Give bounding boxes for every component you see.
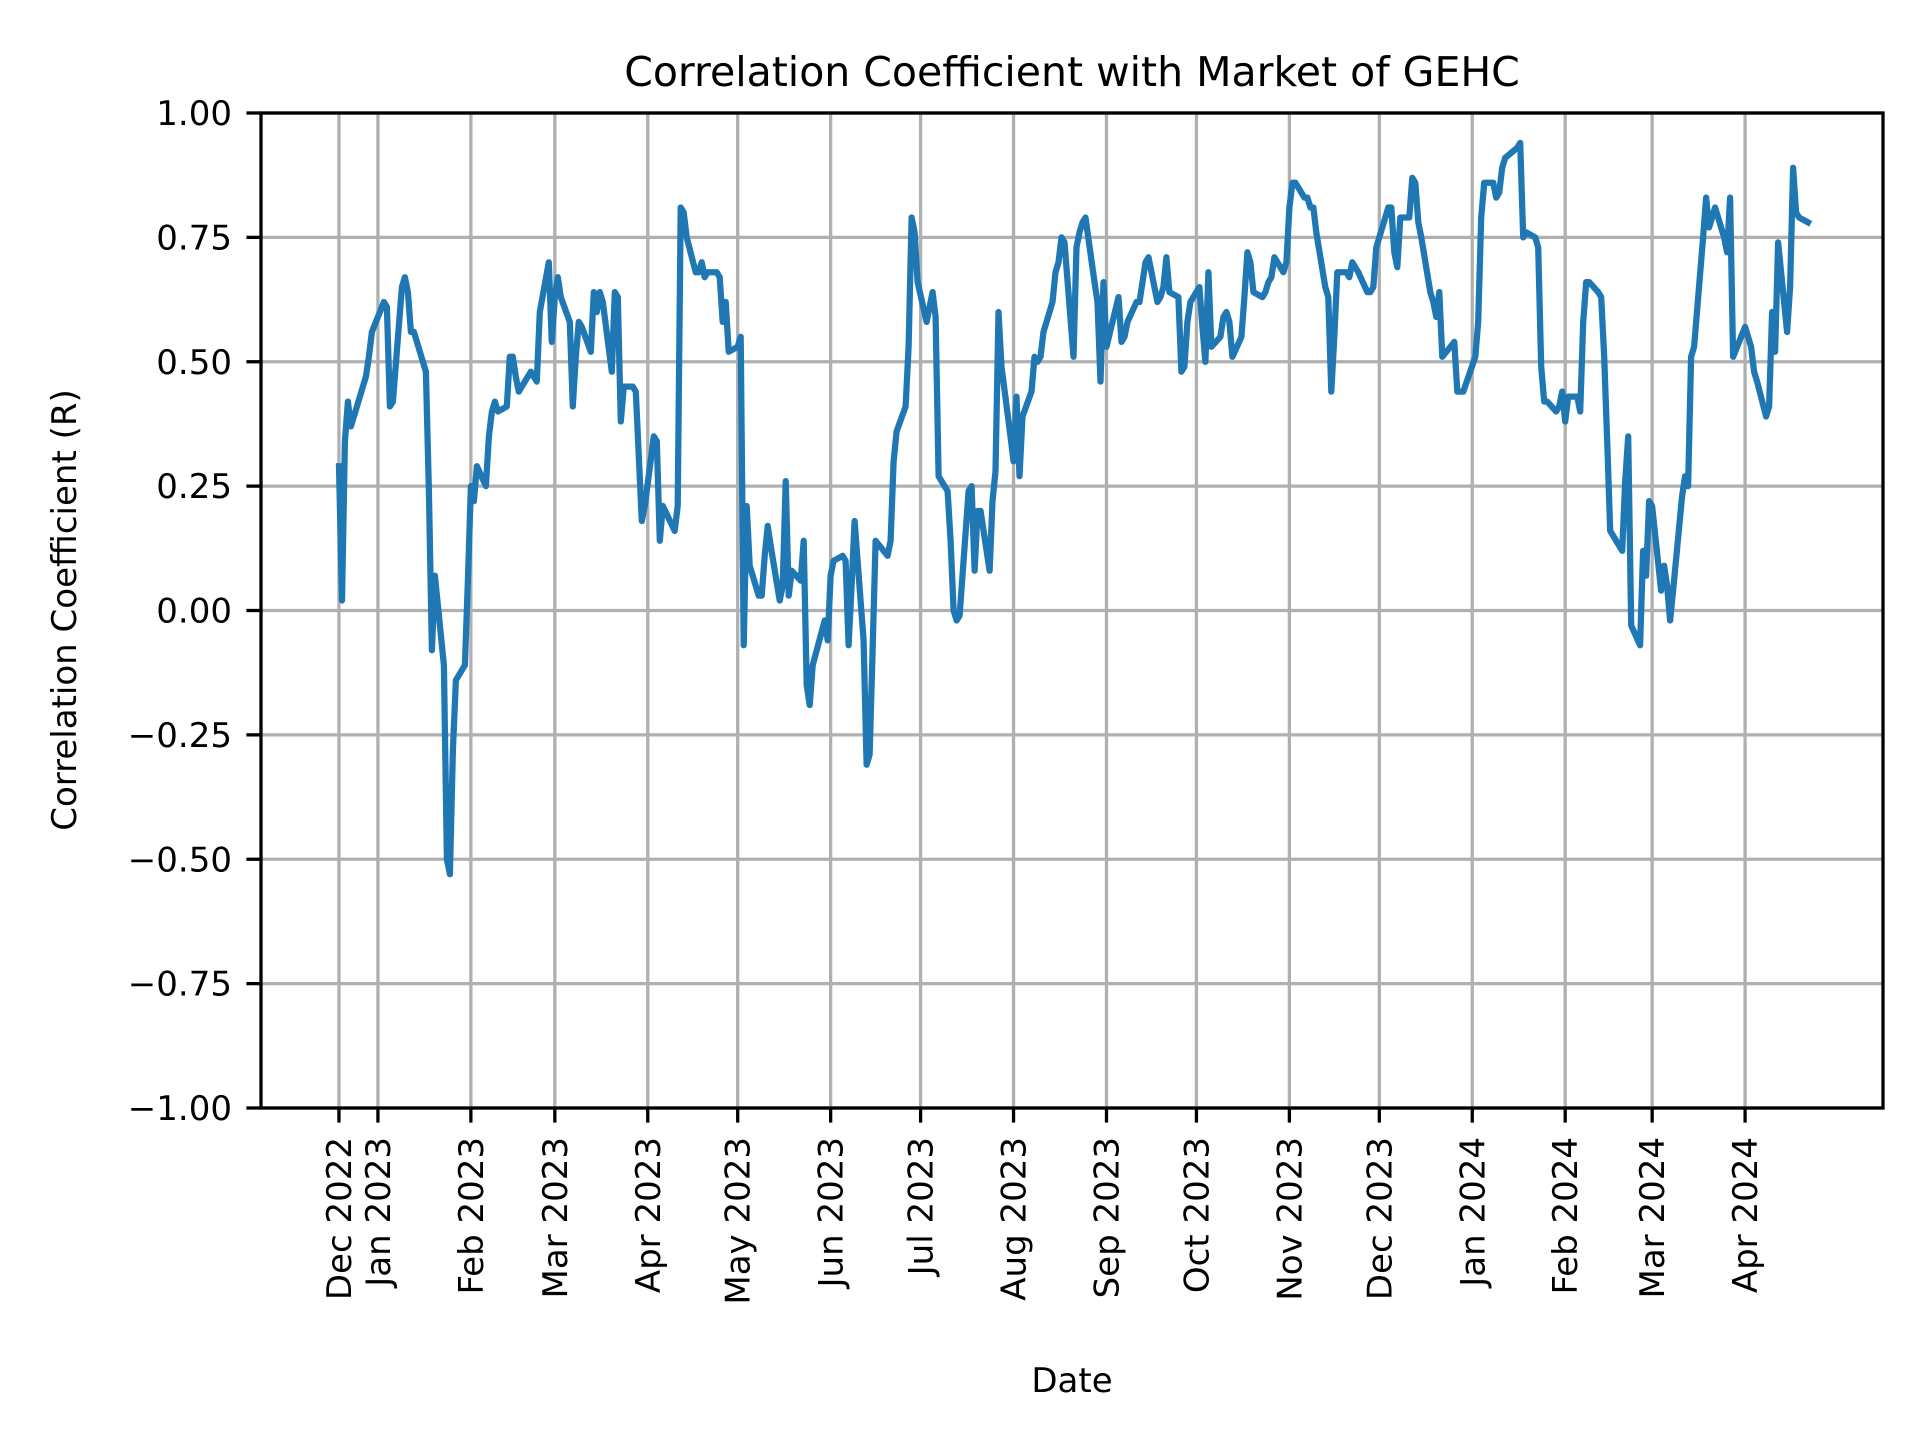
correlation-line	[335, 139, 1813, 878]
x-tick-label: Jun 2023	[812, 1137, 852, 1289]
x-tick-label: Jan 2023	[359, 1137, 399, 1289]
x-tick-label: May 2023	[719, 1137, 759, 1305]
x-tick-label: Mar 2024	[1633, 1137, 1673, 1298]
x-axis-label: Date	[1031, 1361, 1112, 1401]
x-tick-label: Oct 2023	[1177, 1137, 1217, 1293]
x-tick-label: Apr 2023	[629, 1137, 669, 1293]
y-tick-label: −0.25	[128, 716, 232, 756]
y-tick-label: 1.00	[156, 94, 232, 134]
y-tick-label: −0.75	[128, 965, 232, 1005]
x-tick-label: Feb 2023	[452, 1137, 492, 1295]
x-tick-label: Jul 2023	[902, 1137, 942, 1277]
series-layer	[335, 139, 1813, 878]
y-tick-label: −1.00	[128, 1089, 232, 1129]
x-tick-label: Dec 2023	[1360, 1137, 1400, 1300]
x-tick-label: Sep 2023	[1087, 1137, 1127, 1298]
grid	[261, 111, 1883, 1110]
x-tick-label: Feb 2024	[1546, 1137, 1586, 1295]
x-tick-label: Aug 2023	[995, 1137, 1035, 1301]
y-tick-label: 0.50	[156, 343, 232, 383]
y-axis-label: Correlation Coefficient (R)	[45, 389, 85, 831]
x-tick-label: Jan 2024	[1453, 1137, 1493, 1289]
x-tick-label: Dec 2022	[320, 1137, 360, 1300]
y-tick-label: 0.00	[156, 592, 232, 632]
chart-title: Correlation Coefficient with Market of G…	[624, 48, 1520, 96]
y-tick-label: 0.25	[156, 467, 232, 507]
y-tick-label: −0.50	[128, 840, 232, 880]
x-tick-label: Apr 2024	[1726, 1137, 1766, 1293]
y-tick-label: 0.75	[156, 218, 232, 258]
y-axis: 1.00 0.75 0.50 0.25 0.00 −0.25 −0.50 −0.75 −1.00	[128, 94, 261, 1129]
x-tick-label: Mar 2023	[536, 1137, 576, 1298]
x-tick-label: Nov 2023	[1270, 1137, 1310, 1301]
